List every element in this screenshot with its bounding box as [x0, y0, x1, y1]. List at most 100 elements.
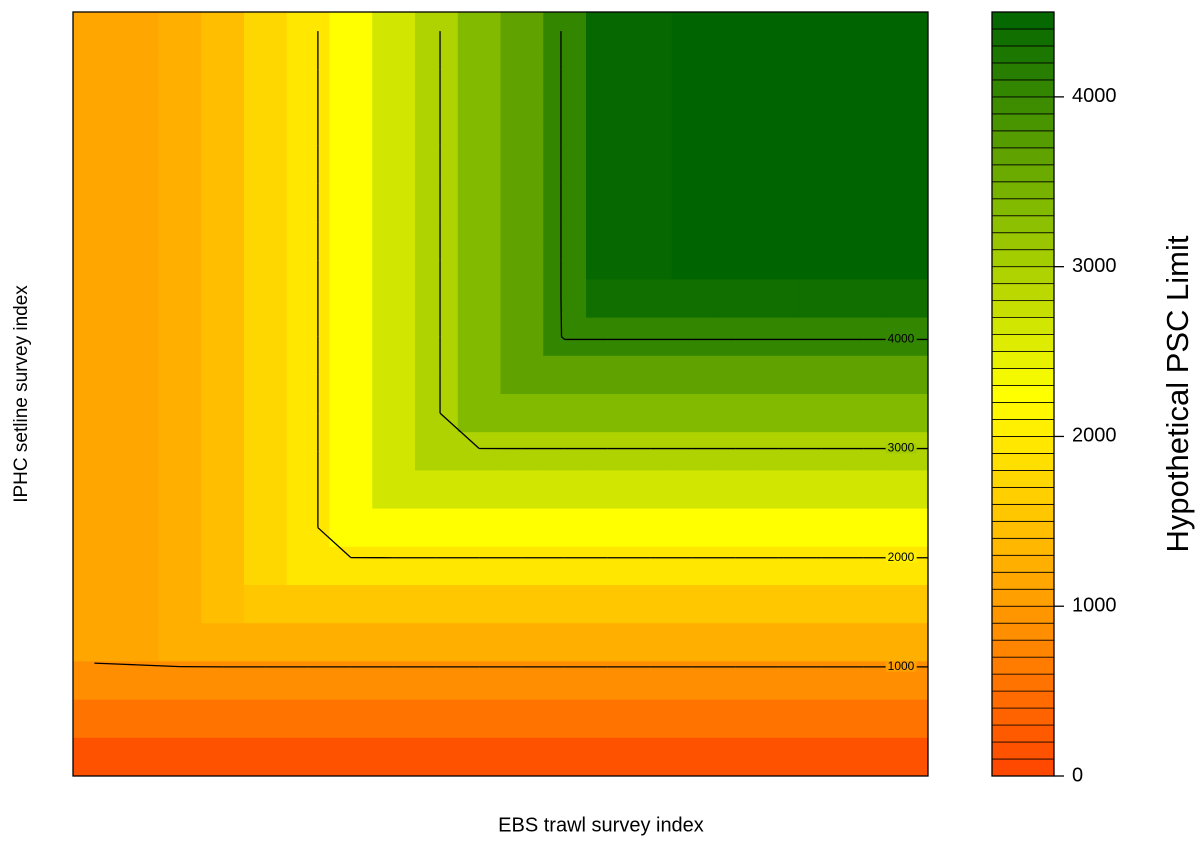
- cell: [415, 203, 458, 242]
- cell: [415, 12, 458, 51]
- cell: [287, 50, 330, 89]
- cell: [415, 738, 458, 777]
- colorbar-band: [992, 80, 1054, 97]
- cell: [714, 585, 757, 624]
- colorbar-band: [992, 352, 1054, 369]
- colorbar-band: [992, 12, 1054, 29]
- cell: [458, 509, 501, 548]
- cell: [672, 547, 715, 586]
- cell: [287, 509, 330, 548]
- cell: [73, 279, 116, 318]
- colorbar-band: [992, 436, 1054, 453]
- colorbar-band: [992, 708, 1054, 725]
- cell: [116, 241, 159, 280]
- colorbar-band: [992, 29, 1054, 46]
- cell: [244, 738, 287, 777]
- cell: [372, 88, 415, 127]
- cell: [800, 318, 843, 357]
- cell: [287, 585, 330, 624]
- cell: [244, 203, 287, 242]
- cell: [843, 394, 886, 433]
- cell: [629, 432, 672, 471]
- cell: [73, 700, 116, 739]
- cell: [415, 356, 458, 395]
- cell: [159, 547, 202, 586]
- cell: [885, 509, 928, 548]
- x-axis-label: EBS trawl survey index: [498, 814, 704, 836]
- colorbar-tick-label: 0: [1072, 764, 1083, 786]
- cell: [586, 50, 629, 89]
- colorbar-band: [992, 572, 1054, 589]
- cell: [372, 470, 415, 509]
- cell: [714, 88, 757, 127]
- cell: [330, 127, 373, 166]
- cell: [586, 12, 629, 51]
- colorbar-band: [992, 759, 1054, 776]
- cell: [800, 738, 843, 777]
- cell: [116, 203, 159, 242]
- cell: [116, 547, 159, 586]
- cell: [543, 203, 586, 242]
- cell: [159, 738, 202, 777]
- cell: [543, 356, 586, 395]
- cell: [458, 700, 501, 739]
- cell: [330, 623, 373, 662]
- cell: [629, 547, 672, 586]
- cell: [372, 585, 415, 624]
- colorbar-band: [992, 199, 1054, 216]
- cell: [116, 432, 159, 471]
- cell: [586, 203, 629, 242]
- cell: [714, 700, 757, 739]
- cell: [244, 127, 287, 166]
- colorbar-band: [992, 148, 1054, 165]
- cell: [885, 470, 928, 509]
- cell: [543, 547, 586, 586]
- cell: [116, 661, 159, 700]
- cell: [458, 623, 501, 662]
- cell: [843, 318, 886, 357]
- cell: [714, 50, 757, 89]
- cell: [757, 203, 800, 242]
- colorbar-band: [992, 131, 1054, 148]
- y-axis-label: IPHC setline survey index: [11, 285, 32, 503]
- cell: [800, 203, 843, 242]
- colorbar-band: [992, 419, 1054, 436]
- cell: [372, 241, 415, 280]
- cell: [629, 165, 672, 204]
- cell: [885, 394, 928, 433]
- cell: [73, 585, 116, 624]
- cell: [672, 88, 715, 127]
- cell: [73, 203, 116, 242]
- cell: [714, 165, 757, 204]
- cell: [757, 279, 800, 318]
- cell: [330, 585, 373, 624]
- cell: [543, 241, 586, 280]
- colorbar-band: [992, 402, 1054, 419]
- cell: [73, 50, 116, 89]
- cell: [843, 165, 886, 204]
- cell: [415, 585, 458, 624]
- cell: [415, 241, 458, 280]
- cell: [330, 203, 373, 242]
- cell: [629, 700, 672, 739]
- cell: [330, 50, 373, 89]
- cell: [629, 50, 672, 89]
- cell: [543, 432, 586, 471]
- cell: [672, 700, 715, 739]
- cell: [73, 470, 116, 509]
- cell: [757, 623, 800, 662]
- cell: [287, 279, 330, 318]
- colorbar-band: [992, 453, 1054, 470]
- cell: [244, 394, 287, 433]
- cell: [501, 203, 544, 242]
- cell: [73, 623, 116, 662]
- cell: [372, 432, 415, 471]
- cell: [116, 738, 159, 777]
- cell: [116, 50, 159, 89]
- cell: [458, 88, 501, 127]
- cell: [372, 50, 415, 89]
- cell: [800, 127, 843, 166]
- cell: [800, 279, 843, 318]
- cell: [543, 50, 586, 89]
